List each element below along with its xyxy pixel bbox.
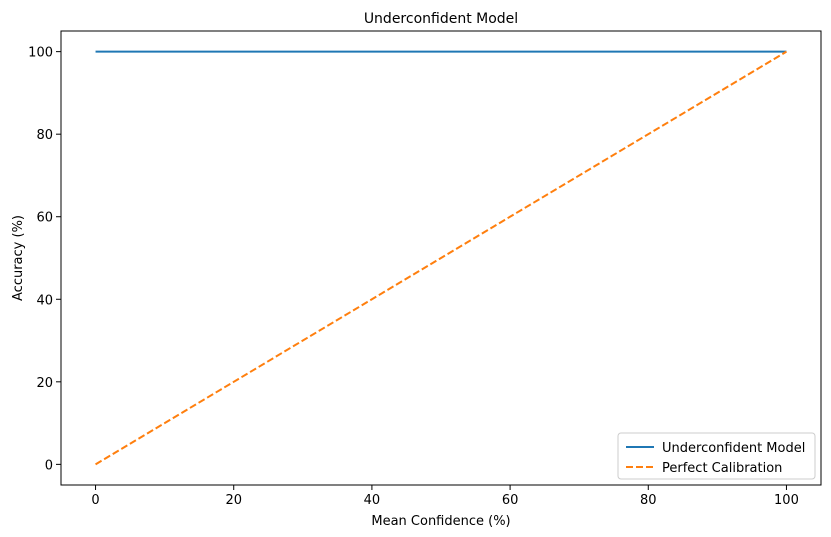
y-tick-label: 40 (36, 293, 53, 308)
legend: Underconfident Model Perfect Calibration (617, 432, 816, 480)
y-tick-label: 20 (36, 376, 53, 391)
chart-title: Underconfident Model (364, 11, 518, 27)
x-tick-label: 0 (91, 493, 99, 508)
plot-frame (60, 30, 822, 486)
x-tick-label: 20 (225, 493, 242, 508)
series-layer (95, 50, 787, 466)
x-tick-label: 40 (364, 493, 381, 508)
y-tick-label: 100 (28, 46, 53, 61)
plot-area (60, 30, 822, 486)
x-axis-ticks: 0 20 40 60 80 100 (91, 485, 799, 508)
y-tick-label: 60 (36, 211, 53, 226)
legend-box (617, 432, 816, 480)
x-tick-label: 100 (774, 493, 799, 508)
y-tick-label: 0 (45, 458, 53, 473)
y-tick-label: 80 (36, 128, 53, 143)
series-line-1 (95, 50, 787, 466)
y-axis-ticks: 0 20 40 60 80 100 (28, 46, 61, 473)
x-tick-label: 80 (640, 493, 657, 508)
legend-label-1: Perfect Calibration (662, 461, 782, 476)
y-axis-label: Accuracy (%) (11, 215, 26, 301)
x-axis-label: Mean Confidence (%) (371, 514, 510, 529)
legend-label-0: Underconfident Model (662, 441, 805, 456)
x-tick-label: 60 (502, 493, 519, 508)
